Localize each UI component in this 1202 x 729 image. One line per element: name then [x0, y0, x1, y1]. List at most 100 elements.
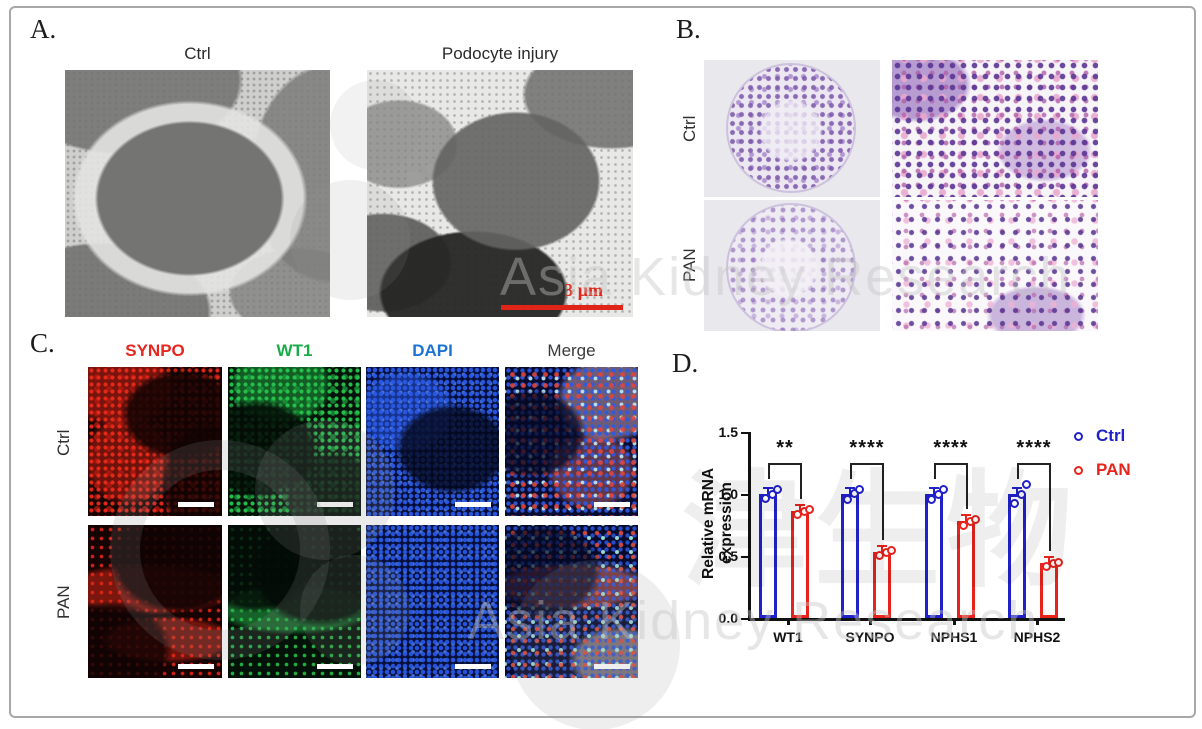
sig-bracket-leg — [1017, 463, 1019, 479]
error-bar-stem — [1016, 487, 1018, 494]
data-point — [1017, 490, 1026, 499]
panel-b-row-label-ctrl: Ctrl — [680, 115, 699, 143]
sig-bracket-leg — [768, 463, 770, 479]
error-bar-stem — [767, 487, 769, 494]
scale-bar — [501, 305, 623, 310]
data-point — [1022, 480, 1031, 490]
significance-stars: **** — [849, 437, 885, 459]
x-tick — [787, 618, 790, 625]
error-bar-stem — [933, 487, 935, 494]
data-point — [927, 494, 936, 504]
legend-marker-ctrl — [1074, 432, 1083, 441]
legend-label-ctrl: Ctrl — [1096, 426, 1126, 445]
histology-he-pan — [892, 200, 1098, 331]
significance-stars: **** — [1016, 437, 1052, 459]
y-tick-label: 1.5 — [718, 424, 738, 440]
scale-bar — [317, 664, 353, 669]
data-point — [959, 521, 968, 530]
y-tick-label: 0.0 — [718, 610, 738, 626]
if-wt1-ctrl — [228, 367, 361, 516]
panel-c-header-dapi: DAPI — [412, 341, 453, 360]
data-point — [1010, 498, 1019, 508]
if-merge-pan — [505, 525, 638, 678]
if-merge-ctrl — [505, 367, 638, 516]
data-point — [934, 490, 943, 499]
y-axis — [748, 432, 751, 620]
bar-pan-nphs1 — [957, 521, 975, 618]
x-tick-label: SYNPO — [845, 629, 895, 645]
x-tick — [1036, 618, 1039, 625]
if-synpo-pan — [88, 525, 222, 678]
panel-c-header-merge: Merge — [547, 341, 596, 360]
if-dapi-pan — [366, 525, 499, 678]
if-dapi-ctrl — [366, 367, 499, 516]
y-tick — [741, 617, 748, 620]
data-point — [855, 485, 864, 495]
bar-pan-synpo — [873, 552, 891, 618]
panel-a-header-injury: Podocyte injury — [441, 44, 559, 63]
em-image-ctrl — [65, 70, 330, 317]
sig-bracket — [934, 463, 968, 465]
data-point — [805, 504, 814, 514]
panel-c-row-label-ctrl: Ctrl — [54, 429, 73, 456]
panel-c-header-synpo: SYNPO — [125, 341, 185, 360]
significance-stars: ** — [776, 437, 794, 459]
panel-c-header-wt1: WT1 — [276, 341, 313, 360]
scale-bar — [455, 664, 491, 669]
bar-ctrl-nphs1 — [925, 494, 943, 618]
sig-bracket-leg — [882, 463, 884, 541]
scale-bar — [594, 664, 630, 669]
panel-c-row-label-pan: PAN — [54, 585, 73, 620]
significance-stars: **** — [933, 437, 969, 459]
x-axis — [748, 618, 1065, 621]
data-point — [887, 545, 896, 555]
data-point — [768, 490, 777, 499]
scale-bar — [455, 502, 491, 507]
bar-chart: Relative mRNA expression 0.0 0.5 1.0 1.5 WT1… — [700, 420, 1180, 682]
legend-marker-pan — [1074, 466, 1083, 475]
if-wt1-pan — [228, 525, 361, 678]
sig-bracket-leg — [934, 463, 936, 479]
x-tick — [953, 618, 956, 625]
data-point — [1054, 558, 1063, 568]
scale-bar — [317, 502, 353, 507]
scale-bar — [178, 664, 214, 669]
panel-a-header-ctrl: Ctrl — [184, 44, 211, 63]
x-tick — [869, 618, 872, 625]
y-axis-label: Relative mRNA expression — [700, 467, 735, 579]
y-tick — [741, 493, 748, 496]
bar-pan-wt1 — [791, 511, 809, 618]
bar-pan-nphs2 — [1040, 563, 1058, 618]
sig-bracket-leg — [850, 463, 852, 479]
panel-d-label: D. — [672, 348, 699, 378]
y-tick — [741, 431, 748, 434]
sig-bracket — [850, 463, 884, 465]
data-point — [939, 485, 948, 495]
bar-ctrl-nphs2 — [1008, 494, 1026, 618]
y-tick-label: 1.0 — [718, 486, 738, 502]
sig-bracket-leg — [966, 463, 968, 510]
x-tick-label: NPHS2 — [1013, 629, 1061, 645]
legend-label-pan: PAN — [1096, 460, 1131, 479]
x-tick-label: NPHS1 — [930, 629, 978, 645]
y-tick — [741, 555, 748, 558]
data-point — [971, 514, 980, 524]
em-image-podocyte-injury: 3 μm — [367, 70, 633, 317]
if-synpo-ctrl — [88, 367, 222, 516]
sig-bracket — [768, 463, 802, 465]
data-point — [843, 494, 852, 504]
sig-bracket — [1017, 463, 1051, 465]
x-tick-label: WT1 — [773, 629, 803, 645]
scale-bar — [594, 502, 630, 507]
data-point — [773, 485, 782, 495]
sig-bracket-leg — [800, 463, 802, 500]
panel-b-label: B. — [676, 14, 701, 44]
histology-pas-pan — [704, 200, 880, 331]
sig-bracket-leg — [1049, 463, 1051, 552]
panel-c-label: C. — [30, 328, 55, 358]
panel-a-label: A. — [30, 14, 57, 44]
histology-pas-ctrl — [704, 60, 880, 197]
bar-ctrl-wt1 — [759, 494, 777, 618]
bar-ctrl-synpo — [841, 494, 859, 618]
